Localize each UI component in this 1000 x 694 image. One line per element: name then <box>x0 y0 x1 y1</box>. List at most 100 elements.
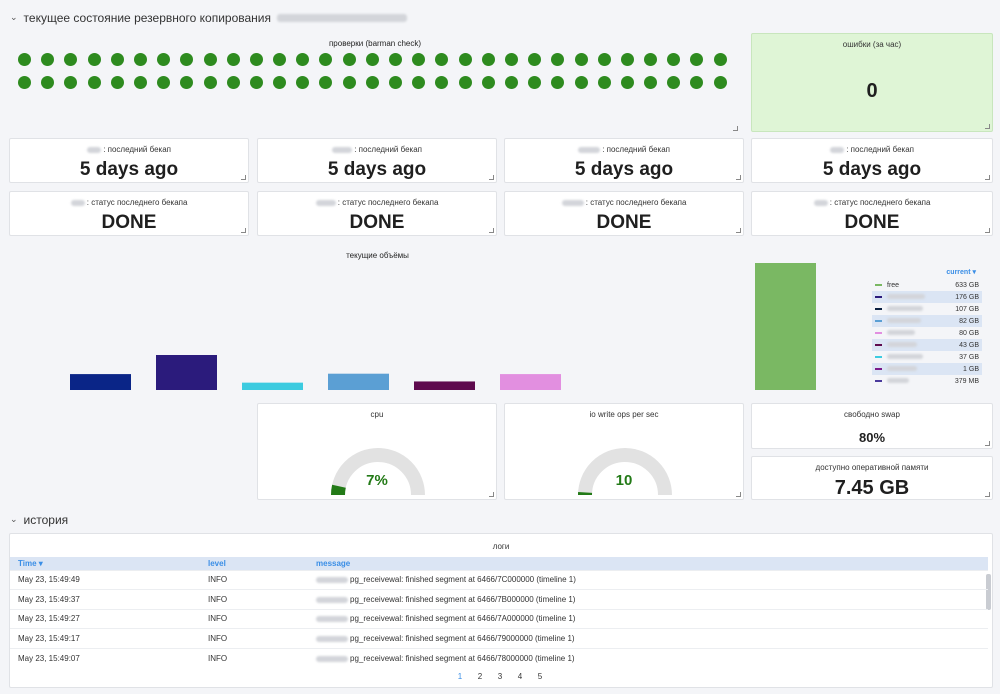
check-ok-dot[interactable] <box>296 76 310 89</box>
resize-handle[interactable] <box>985 492 990 497</box>
check-ok-dot[interactable] <box>226 76 240 89</box>
table-row[interactable]: May 23, 15:49:49 INFO pg_receivewal: fin… <box>10 569 988 590</box>
volume-bar[interactable] <box>70 374 131 390</box>
check-ok-dot[interactable] <box>273 53 287 66</box>
resize-handle[interactable] <box>489 492 494 497</box>
check-ok-dot[interactable] <box>180 53 194 66</box>
check-ok-dot[interactable] <box>458 76 472 89</box>
check-ok-dot[interactable] <box>574 53 588 66</box>
check-ok-dot[interactable] <box>365 76 379 89</box>
legend-item[interactable]: free 633 GB <box>872 279 982 291</box>
page-link[interactable]: 5 <box>537 672 543 681</box>
volume-bar[interactable] <box>242 382 303 390</box>
resize-handle[interactable] <box>985 124 990 129</box>
check-ok-dot[interactable] <box>157 76 171 89</box>
check-ok-dot[interactable] <box>64 53 78 66</box>
resize-handle[interactable] <box>733 126 738 131</box>
resize-handle[interactable] <box>985 175 990 180</box>
check-ok-dot[interactable] <box>365 53 379 66</box>
check-ok-dot[interactable] <box>597 53 611 66</box>
resize-handle[interactable] <box>736 228 741 233</box>
check-ok-dot[interactable] <box>389 53 402 66</box>
check-ok-dot[interactable] <box>690 53 704 66</box>
page-link[interactable]: 3 <box>497 672 503 681</box>
resize-handle[interactable] <box>736 175 741 180</box>
check-ok-dot[interactable] <box>412 53 426 66</box>
check-ok-dot[interactable] <box>412 76 426 89</box>
check-ok-dot[interactable] <box>574 76 588 89</box>
check-ok-dot[interactable] <box>667 76 681 89</box>
check-ok-dot[interactable] <box>435 53 449 66</box>
volume-bar[interactable] <box>500 374 561 390</box>
legend-item[interactable]: 43 GB <box>872 339 982 351</box>
check-ok-dot[interactable] <box>319 76 333 89</box>
check-ok-dot[interactable] <box>41 76 55 89</box>
resize-handle[interactable] <box>241 175 246 180</box>
table-row[interactable]: May 23, 15:49:37 INFO pg_receivewal: fin… <box>10 589 988 610</box>
check-ok-dot[interactable] <box>110 76 124 89</box>
table-row[interactable]: May 23, 15:49:17 INFO pg_receivewal: fin… <box>10 628 988 649</box>
check-ok-dot[interactable] <box>18 76 31 89</box>
table-row[interactable]: May 23, 15:49:07 INFO pg_receivewal: fin… <box>10 647 988 668</box>
check-ok-dot[interactable] <box>481 76 495 89</box>
check-ok-dot[interactable] <box>644 53 658 66</box>
check-ok-dot[interactable] <box>528 76 542 89</box>
legend-item[interactable]: 379 MB <box>872 375 982 387</box>
check-ok-dot[interactable] <box>226 53 240 66</box>
table-row[interactable]: May 23, 15:49:27 INFO pg_receivewal: fin… <box>10 608 988 629</box>
check-ok-dot[interactable] <box>389 76 402 89</box>
page-link[interactable]: 4 <box>517 672 523 681</box>
check-ok-dot[interactable] <box>528 53 542 66</box>
resize-handle[interactable] <box>241 228 246 233</box>
resize-handle[interactable] <box>985 441 990 446</box>
volume-bar[interactable] <box>414 381 475 390</box>
check-ok-dot[interactable] <box>713 76 727 89</box>
check-ok-dot[interactable] <box>110 53 124 66</box>
resize-handle[interactable] <box>985 228 990 233</box>
check-ok-dot[interactable] <box>18 53 31 66</box>
check-ok-dot[interactable] <box>249 53 263 66</box>
check-ok-dot[interactable] <box>249 76 263 89</box>
page-link[interactable]: 2 <box>477 672 483 681</box>
check-ok-dot[interactable] <box>87 53 101 66</box>
check-ok-dot[interactable] <box>713 53 727 66</box>
legend-item[interactable]: 107 GB <box>872 303 982 315</box>
check-ok-dot[interactable] <box>481 53 495 66</box>
check-ok-dot[interactable] <box>203 53 217 66</box>
legend-item[interactable]: 37 GB <box>872 351 982 363</box>
column-header[interactable]: Time ▾ <box>10 557 200 570</box>
scrollbar-thumb[interactable] <box>986 574 991 610</box>
legend-item[interactable]: 82 GB <box>872 315 982 327</box>
resize-handle[interactable] <box>489 228 494 233</box>
check-ok-dot[interactable] <box>504 53 518 66</box>
check-ok-dot[interactable] <box>551 76 565 89</box>
legend-item[interactable]: 176 GB <box>872 291 982 303</box>
check-ok-dot[interactable] <box>644 76 658 89</box>
legend-item[interactable]: 80 GB <box>872 327 982 339</box>
check-ok-dot[interactable] <box>203 76 217 89</box>
check-ok-dot[interactable] <box>273 76 287 89</box>
check-ok-dot[interactable] <box>342 53 356 66</box>
check-ok-dot[interactable] <box>504 76 518 89</box>
check-ok-dot[interactable] <box>157 53 171 66</box>
check-ok-dot[interactable] <box>620 53 634 66</box>
check-ok-dot[interactable] <box>87 76 101 89</box>
volume-bar[interactable] <box>156 355 217 390</box>
check-ok-dot[interactable] <box>458 53 472 66</box>
check-ok-dot[interactable] <box>41 53 55 66</box>
row-backup-state[interactable]: ⌄ текущее состояние резервного копирован… <box>10 11 408 25</box>
check-ok-dot[interactable] <box>64 76 78 89</box>
check-ok-dot[interactable] <box>319 53 333 66</box>
free-volume-bar[interactable] <box>755 263 816 390</box>
legend-header[interactable]: current ▾ <box>946 269 976 276</box>
resize-handle[interactable] <box>736 492 741 497</box>
check-ok-dot[interactable] <box>133 76 147 89</box>
check-ok-dot[interactable] <box>690 76 704 89</box>
check-ok-dot[interactable] <box>597 76 611 89</box>
row-history[interactable]: ⌄ история <box>10 513 68 527</box>
volume-bar[interactable] <box>328 373 389 390</box>
check-ok-dot[interactable] <box>133 53 147 66</box>
check-ok-dot[interactable] <box>435 76 449 89</box>
column-header[interactable]: message <box>308 557 988 570</box>
check-ok-dot[interactable] <box>551 53 565 66</box>
